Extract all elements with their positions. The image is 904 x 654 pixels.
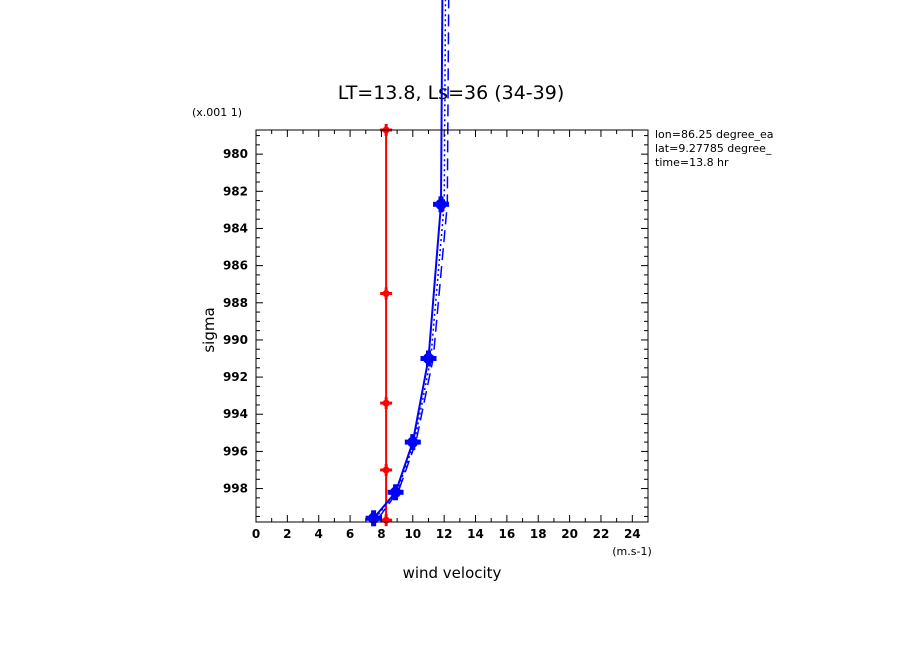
series-0-point-vbar: [384, 514, 388, 527]
axes-layer: 0 2 4 6 8 10 12 14 16 18 20 22 249809829849869889909…: [223, 129, 649, 541]
y-tick-label: 986: [223, 259, 248, 273]
series-3-line: [374, 0, 447, 519]
y-tick-label: 988: [223, 296, 248, 310]
x-tick-label: 4: [315, 527, 323, 541]
series-1-point: [420, 350, 437, 367]
x-tick-label: 22: [593, 527, 610, 541]
series-0-point: [380, 514, 393, 527]
x-tick-label: 18: [530, 527, 547, 541]
series-1-point-vbar: [425, 350, 431, 367]
info-time: time=13.8 hr: [655, 156, 729, 169]
plot-frame: [255, 129, 649, 523]
x-axis-label: wind velocity: [403, 564, 502, 582]
x-tick-label: 2: [283, 527, 291, 541]
x-tick-label: 12: [436, 527, 453, 541]
series-1-point-vbar: [393, 484, 399, 501]
info-block: lon=86.25 degree_ea lat=9.27785 degree_ …: [655, 128, 774, 169]
y-tick-label: 992: [223, 370, 248, 384]
y-tick-label: 984: [223, 221, 248, 235]
y-tick-label: 982: [223, 184, 248, 198]
y-tick-label: 990: [223, 333, 248, 347]
chart-title: LT=13.8, Ls=36 (34-39): [338, 82, 565, 104]
series-2-line: [377, 0, 450, 519]
series-0-point-vbar: [384, 463, 388, 476]
series-1-point-vbar: [438, 196, 444, 213]
series-0-point-vbar: [384, 287, 388, 300]
info-lat: lat=9.27785 degree_: [655, 142, 772, 155]
series-1-point: [433, 196, 450, 213]
y-axis-label: sigma: [200, 307, 218, 352]
x-tick-label: 8: [377, 527, 385, 541]
series-0-point-vbar: [384, 397, 388, 410]
series-1-point: [365, 510, 382, 527]
y-tick-label: 994: [223, 407, 248, 421]
x-tick-label: 24: [624, 527, 641, 541]
y-tick-label: 980: [223, 147, 248, 161]
x-unit-label: (m.s-1): [612, 545, 652, 558]
x-tick-label: 14: [467, 527, 484, 541]
series-0-point: [380, 287, 393, 300]
x-tick-label: 16: [499, 527, 516, 541]
series-layer: [365, 0, 450, 527]
y-tick-label: 996: [223, 444, 248, 458]
x-tick-label: 20: [561, 527, 578, 541]
series-1-point-vbar: [371, 510, 377, 527]
x-tick-label: 6: [346, 527, 354, 541]
series-1-line: [372, 0, 444, 519]
y-tick-label: 998: [223, 482, 248, 496]
series-0-point: [380, 463, 393, 476]
y-unit-label: (x.001 1): [192, 106, 242, 119]
x-tick-label: 10: [404, 527, 421, 541]
series-1-point-vbar: [410, 434, 416, 451]
info-lon: lon=86.25 degree_ea: [655, 128, 774, 141]
series-0-point: [380, 397, 393, 410]
x-tick-label: 0: [252, 527, 260, 541]
